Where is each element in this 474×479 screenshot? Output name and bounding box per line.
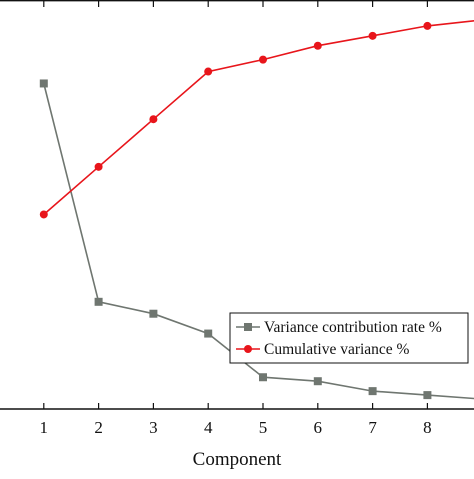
x-tick-label: 1 [40,418,49,437]
x-tick-label: 6 [314,418,323,437]
variance-contribution-point [313,377,322,386]
variance-contribution-point [149,309,158,318]
variance-contribution-point [39,79,48,88]
variance-contribution-point [423,391,432,400]
cumulative-variance-point [423,21,432,30]
cumulative-variance-point [259,55,267,64]
variance-contribution-point [94,297,103,306]
x-axis: 1 2 3 4 5 6 7 8 [0,0,474,437]
cumulative-variance-point [39,210,48,219]
series-group [39,19,474,400]
legend-box [229,312,469,364]
x-tick-label: 5 [259,418,268,437]
x-axis-title: Component [193,449,282,470]
variance-contribution-line [43,83,474,400]
cumulative-variance-line [43,19,474,216]
legend-cumulative-variance-marker [244,345,252,353]
variance-contribution-point [204,329,213,338]
x-tick-label: 2 [94,418,103,437]
variance-contribution-point [368,387,377,396]
x-tick-label: 3 [149,418,158,437]
cumulative-variance-point [313,41,322,50]
x-tick-label: 7 [368,418,377,437]
cumulative-variance-point [204,67,213,76]
x-tick-label: 4 [204,418,213,437]
x-tick-label: 8 [423,418,432,437]
cumulative-variance-point [368,31,377,40]
legend-variance-contribution-label: Variance contribution rate % [264,319,442,336]
variance-contribution-point [259,373,267,382]
cumulative-variance-point [149,115,158,124]
plot-area [39,19,474,400]
legend-variance-contribution-marker [244,323,252,331]
cumulative-variance-point [94,162,103,171]
legend-cumulative-variance-label: Cumulative variance % [264,341,410,358]
legend: Variance contribution rate % Cumulative v… [229,312,469,364]
